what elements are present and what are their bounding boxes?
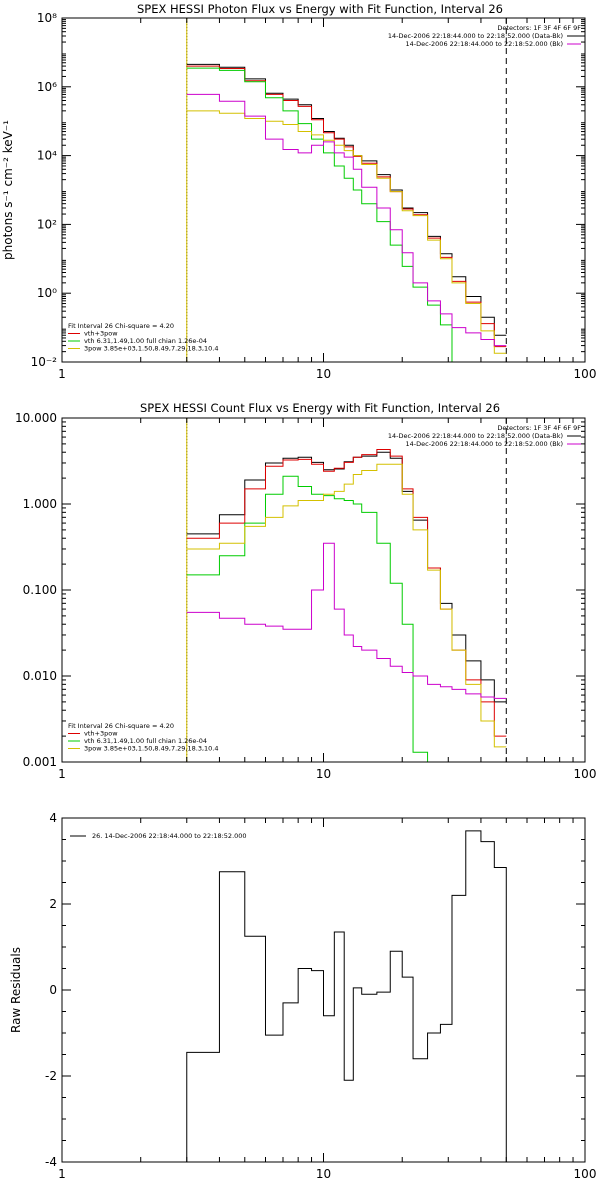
- y-tick-label: 0.010: [23, 669, 57, 683]
- legend-entry: 3pow 3.85e+03,1.50,8.49,7.29,18.3,10.4: [84, 345, 219, 353]
- y-tick-label: 10⁶: [37, 80, 57, 94]
- y-tick-label: 0.001: [23, 755, 57, 769]
- legend-detectors: Detectors: 1F 3F 4F 6F 9F: [497, 24, 581, 32]
- legend-fit-interval: Fit Interval 26 Chi-square = 4.20: [68, 322, 174, 330]
- legend-entry: 14-Dec-2006 22:18:44.000 to 22:18:52.000…: [406, 440, 564, 448]
- series-3pow-line: [186, 110, 507, 354]
- x-tick-label: 100: [574, 1167, 597, 1181]
- legend-entry: vth+3pow: [84, 330, 118, 338]
- photon-flux-ylabel: photons s⁻¹ cm⁻² keV⁻¹: [1, 120, 15, 260]
- x-tick-label: 10: [316, 1167, 331, 1181]
- x-tick-label: 10: [316, 767, 331, 781]
- legend-entry: vth 6.31,1.49,1.00 full chian 1.26e-04: [84, 337, 207, 345]
- series-data-bk-line: [186, 451, 507, 703]
- photon-flux-title: SPEX HESSI Photon Flux vs Energy with Fi…: [137, 2, 503, 16]
- y-tick-label: 10⁴: [37, 149, 57, 163]
- legend-fit-interval: Fit Interval 26 Chi-square = 4.20: [68, 722, 174, 730]
- y-tick-label: -4: [45, 1155, 57, 1169]
- count-flux-panel: SPEX HESSI Count Flux vs Energy with Fit…: [15, 401, 596, 781]
- y-tick-label: 0.100: [23, 583, 57, 597]
- series-bk-line: [186, 542, 507, 699]
- y-tick-label: -2: [45, 1069, 57, 1083]
- residuals-ylabel: Raw Residuals: [9, 947, 23, 1033]
- x-tick-label: 10: [316, 367, 331, 381]
- series-data-bk-line: [186, 63, 507, 336]
- x-tick-label: 1: [58, 767, 66, 781]
- residuals-panel: Raw Residuals 1 10 100 -4 -2 0 2 4 26. 14-Dec-20…: [9, 811, 596, 1181]
- y-tick-label: 10⁰: [37, 286, 57, 300]
- x-tick-label: 100: [574, 767, 597, 781]
- legend-entry: 14-Dec-2006 22:18:44.000 to 22:18:52.000…: [406, 40, 564, 48]
- count-flux-title: SPEX HESSI Count Flux vs Energy with Fit…: [140, 401, 500, 415]
- y-tick-label: 10²: [37, 217, 57, 231]
- series-vth-3pow-line: [186, 449, 507, 737]
- legend-entry: 14-Dec-2006 22:18:44.000 to 22:18:52.000…: [388, 432, 563, 440]
- legend-entry: 3pow 3.85e+03,1.50,8.49,7.29,18.3,10.4: [84, 745, 219, 753]
- x-tick-label: 100: [574, 367, 597, 381]
- y-tick-label: 4: [49, 811, 57, 825]
- y-tick-label: 10⁻²: [31, 355, 58, 369]
- y-tick-label: 0: [49, 983, 57, 997]
- legend-entry: vth+3pow: [84, 730, 118, 738]
- photon-flux-panel: SPEX HESSI Photon Flux vs Energy with Fi…: [1, 2, 596, 381]
- series-3pow-line: [186, 463, 507, 748]
- y-tick-label: 1.000: [23, 497, 57, 511]
- series-bk-line: [186, 93, 507, 347]
- y-tick-label: 10⁸: [37, 11, 57, 25]
- legend-entry: 26. 14-Dec-2006 22:18:44.000 to 22:18:52…: [92, 832, 247, 840]
- x-tick-label: 1: [58, 367, 66, 381]
- series-vth-line: [186, 67, 507, 362]
- y-tick-label: 2: [49, 897, 57, 911]
- x-tick-label: 1: [58, 1167, 66, 1181]
- legend-entry: vth 6.31,1.49,1.00 full chian 1.26e-04: [84, 737, 207, 745]
- series-vth-3pow-line: [186, 65, 507, 348]
- y-tick-label: 10.000: [15, 411, 57, 425]
- legend-entry: 14-Dec-2006 22:18:44.000 to 22:18:52.000…: [388, 32, 563, 40]
- legend-detectors: Detectors: 1F 3F 4F 6F 9F: [497, 424, 581, 432]
- series-vth-line: [186, 475, 507, 762]
- series-residuals-line: [186, 830, 507, 1162]
